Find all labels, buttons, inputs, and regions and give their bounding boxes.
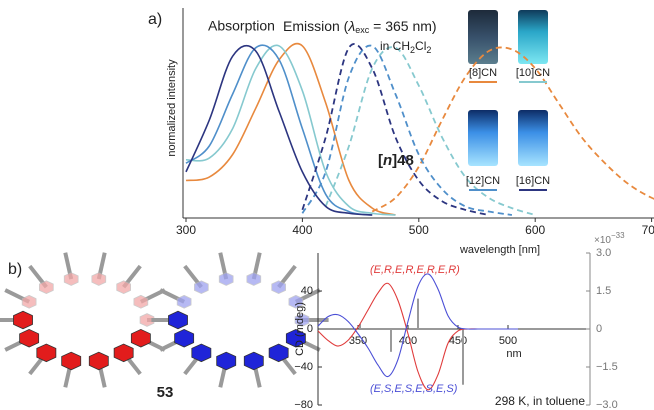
y-axis-label: CD (mdeg) — [294, 302, 306, 356]
annotation: Emission (λexc = 365 nm) — [283, 18, 437, 36]
panel-label: a) — [148, 11, 162, 28]
aromatic-ring — [218, 272, 234, 286]
vial — [518, 110, 548, 166]
annotation-part: Cl — [415, 39, 426, 53]
x-tick-label: 600 — [525, 223, 545, 237]
x-tick-label: 300 — [176, 223, 196, 237]
compound-label: 53 — [157, 384, 174, 401]
aromatic-ring — [13, 310, 33, 330]
aromatic-ring — [36, 343, 57, 363]
y-tick-label: −80 — [294, 399, 313, 410]
series-label: (E,R,E,R,E,R,E,R) — [370, 264, 460, 276]
legend-label: [8]CN — [469, 67, 497, 79]
x-axis-label: wavelength [nm] — [459, 244, 540, 256]
molecule-drawings — [0, 252, 329, 388]
aromatic-ring — [88, 351, 109, 371]
aromatic-ring — [139, 313, 155, 327]
y-axis-label: normalized intensity — [166, 59, 178, 157]
legend-label: [10]CN — [516, 67, 550, 79]
y2-tick-label: 0 — [596, 323, 602, 335]
annotation-part: 2 — [410, 45, 415, 55]
legend-label: [16]CN — [516, 175, 550, 187]
series-annotation-part: n — [383, 152, 392, 169]
y2-tick-label: 3.0 — [596, 247, 611, 259]
aromatic-ring — [130, 328, 151, 348]
aromatic-ring — [288, 294, 304, 309]
x-tick-label: 350 — [349, 335, 367, 347]
aromatic-ring — [268, 343, 289, 363]
aromatic-ring — [174, 328, 195, 348]
y-tick-label: −40 — [294, 361, 313, 373]
aromatic-ring — [243, 351, 264, 371]
x-tick-label: 500 — [409, 223, 429, 237]
stick — [359, 323, 361, 329]
x-axis-label: nm — [506, 348, 521, 360]
series-label: (E,S,E,S,E,S,E,S) — [370, 383, 458, 395]
stick — [417, 298, 419, 329]
aromatic-ring — [116, 280, 131, 295]
aromatic-ring — [133, 294, 149, 309]
aromatic-ring — [271, 280, 286, 295]
vial — [468, 110, 498, 166]
annotation-part: 2 — [426, 45, 431, 55]
aromatic-ring — [216, 351, 237, 371]
y-tick-label: 40 — [301, 285, 313, 297]
annotation-part: λ — [347, 18, 355, 34]
aromatic-ring — [63, 272, 79, 286]
aromatic-ring — [91, 272, 107, 286]
emission-line — [324, 46, 536, 216]
emission-line — [301, 43, 489, 216]
aromatic-ring — [168, 310, 188, 330]
aromatic-ring — [39, 280, 54, 295]
annotation-part: exc — [355, 25, 370, 35]
y2-tick-label: −3.0 — [596, 399, 618, 410]
absorption-line — [185, 44, 396, 216]
series-annotation: [n]48 — [378, 152, 414, 169]
annotation-part: Emission ( — [283, 18, 349, 34]
cd-line — [317, 273, 518, 378]
annotation-part: = 365 nm) — [369, 18, 436, 34]
aromatic-ring — [191, 343, 212, 363]
x-tick-label: 500 — [499, 335, 517, 347]
aromatic-ring — [176, 294, 192, 309]
y-tick-label: 0 — [307, 323, 313, 335]
emission-line — [301, 44, 513, 216]
aromatic-ring — [194, 280, 209, 295]
absorption-line — [185, 44, 373, 216]
vials — [468, 10, 548, 166]
aromatic-ring — [61, 351, 82, 371]
annotation-part: in CH — [380, 39, 410, 53]
aromatic-ring — [21, 294, 37, 309]
series-annotation-part: [ — [378, 152, 383, 169]
series-annotation-part: ]48 — [392, 152, 414, 169]
absorption-line — [185, 44, 373, 216]
aromatic-ring — [285, 328, 306, 348]
y2-axis-label: ×10−33 — [594, 231, 625, 246]
y2-axis-label-part: −33 — [611, 231, 625, 240]
condition-label: 298 K, in toluene — [495, 394, 585, 408]
panel-label: b) — [8, 261, 22, 278]
x-tick-label: 700 — [642, 223, 654, 237]
annotation: in CH2Cl2 — [380, 39, 431, 55]
aromatic-ring — [113, 343, 134, 363]
vial — [518, 10, 548, 64]
aromatic-ring — [294, 313, 310, 327]
stick — [462, 329, 464, 385]
aromatic-ring — [246, 272, 262, 286]
emission-line — [371, 46, 654, 213]
annotation: Absorption — [208, 18, 275, 34]
x-tick-label: 400 — [292, 223, 312, 237]
legend-label: [12]CN — [466, 175, 500, 187]
y2-tick-label: 1.5 — [596, 285, 611, 297]
stick — [390, 329, 392, 352]
y2-tick-label: −1.5 — [596, 361, 618, 373]
aromatic-ring — [19, 328, 40, 348]
absorption-line — [185, 42, 396, 216]
y2-axis-label-part: ×10 — [594, 235, 611, 246]
